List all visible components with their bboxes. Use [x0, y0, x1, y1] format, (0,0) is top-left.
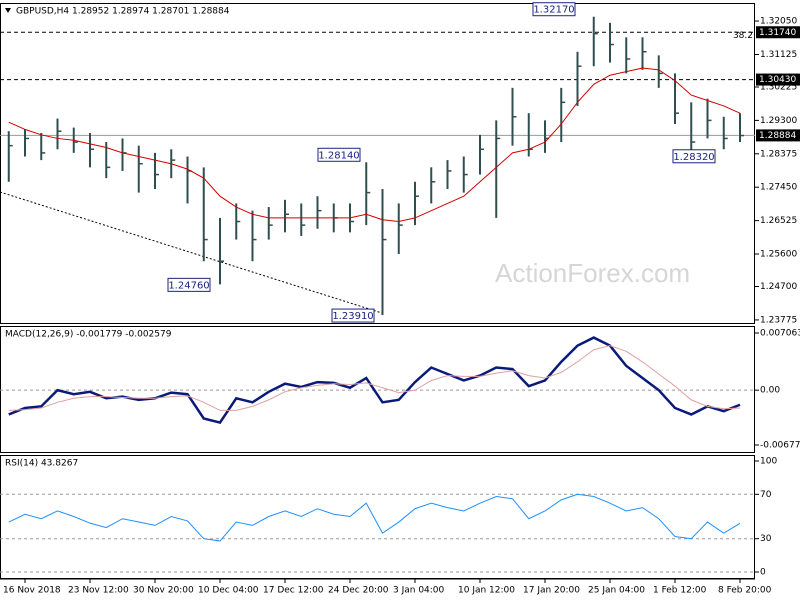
x-tick-label: 25 Jan 04:00: [588, 586, 645, 596]
y-tick-label: 100: [760, 456, 777, 466]
annotation-label: 1.23910: [332, 311, 373, 322]
price-level-box: [756, 129, 800, 142]
x-tick-label: 3 Jan 04:00: [393, 586, 445, 596]
x-tick-label: 16 Nov 2018: [3, 586, 61, 596]
annotation-label: 1.28320: [673, 152, 714, 163]
panel-frame: [0, 3, 755, 324]
annotation-label: 1.32170: [533, 5, 574, 16]
price-level-label: 1.30430: [759, 75, 796, 85]
symbol-icon: [5, 8, 11, 13]
x-tick-label: 17 Dec 12:00: [263, 586, 324, 596]
y-tick-label: 1.30225: [760, 82, 797, 92]
indicator-line: [8, 345, 741, 411]
x-tick-label: 17 Jan 20:00: [523, 586, 580, 596]
panel-title: RSI(14) 43.8267: [5, 459, 78, 469]
annotation-label: 1.28140: [318, 150, 359, 161]
y-tick-label: -0.006774: [760, 440, 800, 450]
fib-label: 38.2: [733, 31, 753, 41]
y-tick-label: 1.23775: [760, 315, 797, 325]
annotation-label: 1.24760: [168, 280, 209, 291]
watermark: ActionForex.com: [495, 258, 690, 288]
y-tick-label: 1.29300: [760, 116, 797, 126]
y-tick-label: 70: [760, 490, 772, 500]
annotation-box: [532, 2, 576, 17]
price-level-label: 1.31740: [759, 28, 796, 38]
annotation-box: [672, 149, 716, 164]
x-tick-label: 10 Dec 04:00: [198, 586, 259, 596]
panel-title: GBPUSD,H4 1.28952 1.28974 1.28701 1.2888…: [16, 7, 230, 17]
indicator-line: [8, 493, 741, 542]
x-tick-label: 23 Nov 12:00: [68, 586, 129, 596]
annotation-box: [167, 277, 211, 292]
annotation-box: [331, 308, 375, 323]
price-level-box: [756, 26, 800, 39]
x-tick-label: 30 Nov 20:00: [133, 586, 194, 596]
price-level-label: 1.28884: [759, 131, 796, 141]
y-tick-label: 1.28375: [760, 149, 797, 159]
x-tick-label: 10 Jan 12:00: [458, 586, 515, 596]
y-tick-label: 1.25600: [760, 250, 797, 260]
panel-title: MACD(12,26,9) -0.001779 -0.002579: [5, 330, 172, 340]
x-tick-label: 1 Feb 12:00: [653, 586, 707, 596]
y-tick-label: 1.32050: [760, 17, 797, 27]
y-tick-label: 1.26525: [760, 216, 797, 226]
indicator-line: [8, 67, 741, 223]
y-tick-label: 1.24700: [760, 282, 797, 292]
y-tick-label: 30: [760, 534, 772, 544]
x-tick-label: 24 Dec 20:00: [328, 586, 389, 596]
y-tick-label: 0.007063: [760, 329, 800, 339]
panel-frame: [0, 326, 755, 453]
y-tick-label: 0.00: [760, 386, 780, 396]
trend-line: [0, 191, 386, 315]
y-tick-label: 0: [760, 568, 766, 578]
annotation-box: [317, 147, 361, 162]
price-level-box: [756, 73, 800, 86]
y-tick-label: 1.31125: [760, 50, 797, 60]
x-tick-label: 8 Feb 20:00: [718, 586, 772, 596]
y-tick-label: 1.27450: [760, 183, 797, 193]
